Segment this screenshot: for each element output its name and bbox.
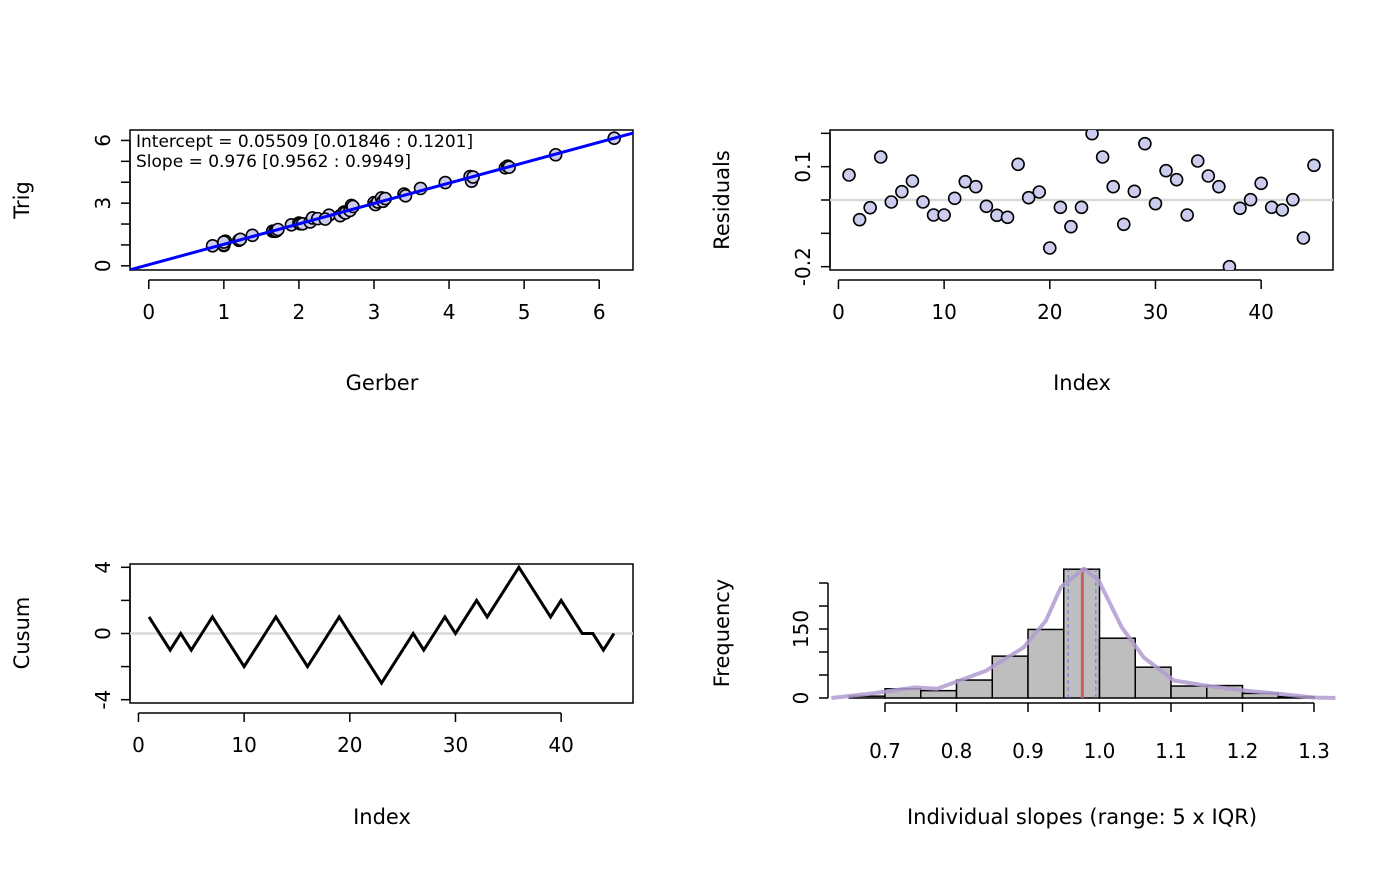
histogram-x-tick-label: 1.1 — [1155, 739, 1187, 763]
residual-point — [1064, 219, 1078, 234]
histogram-bar — [1170, 685, 1208, 699]
residual-point — [1159, 163, 1173, 178]
scatter-x-tick-label: 2 — [293, 300, 306, 324]
scatter-ylabel: Trig — [10, 181, 34, 220]
residual-point — [1254, 176, 1268, 191]
histogram-bar — [991, 655, 1029, 699]
cusum-x-tick-label: 40 — [548, 733, 573, 757]
residual-point — [1021, 190, 1036, 205]
cusum-y-tick-label: 4 — [91, 561, 115, 574]
residual-point — [1074, 200, 1089, 215]
cusum-x-tick-label: 10 — [231, 733, 256, 757]
histogram-y-tick-label: 150 — [789, 610, 813, 648]
residual-point — [852, 212, 867, 227]
cusum-line — [147, 564, 616, 686]
residuals-x-tick-label: 10 — [931, 300, 956, 324]
cusum-x-tick-label: 20 — [337, 733, 362, 757]
residual-point — [1190, 154, 1205, 168]
residual-point — [1095, 150, 1110, 164]
residual-point — [937, 208, 951, 222]
residual-point — [1042, 241, 1057, 255]
scatter-x-tick-label: 4 — [443, 300, 456, 324]
residual-point — [1169, 172, 1184, 187]
residual-point — [1138, 136, 1152, 151]
residual-point — [842, 168, 856, 182]
residual-point — [1011, 157, 1025, 172]
residuals-x-tick-label: 40 — [1248, 300, 1273, 324]
scatter-xlabel: Gerber — [346, 371, 419, 395]
scatter-x-tick-label: 5 — [518, 300, 531, 324]
histogram-x-tick-label: 1.2 — [1227, 739, 1259, 763]
histogram-bar — [920, 689, 958, 699]
residual-point — [969, 179, 983, 194]
residual-point — [1233, 201, 1247, 216]
residuals-x-tick-label: 30 — [1143, 300, 1168, 324]
residual-point — [1032, 185, 1047, 199]
cusum-ylabel: Cusum — [10, 597, 34, 670]
residual-point — [1106, 179, 1121, 194]
residual-point — [1053, 200, 1068, 215]
residuals-ylabel: Residuals — [710, 150, 734, 250]
scatter-x-tick-label: 1 — [217, 300, 230, 324]
residuals-x-tick-label: 0 — [832, 300, 845, 324]
histogram-bar — [1027, 628, 1065, 699]
histogram-x-tick-label: 1.3 — [1298, 739, 1330, 763]
residual-points — [842, 130, 1321, 270]
residuals-y-tick-label: -0.2 — [791, 247, 815, 286]
residual-point — [873, 150, 888, 164]
regression-line — [130, 131, 633, 270]
residual-point — [884, 195, 899, 209]
residual-point — [1180, 208, 1194, 222]
residual-point — [916, 195, 930, 209]
residuals-xlabel: Index — [1053, 371, 1111, 395]
residual-point — [1307, 158, 1321, 173]
residuals-x-tick-label: 20 — [1037, 300, 1062, 324]
residual-point — [1286, 192, 1300, 207]
residual-point — [905, 174, 920, 188]
histogram-x-tick-label: 0.8 — [941, 739, 973, 763]
residual-point — [1296, 231, 1311, 245]
histogram-y-tick-label: 0 — [789, 692, 813, 705]
cusum-x-tick-label: 0 — [132, 733, 145, 757]
density-curve — [831, 566, 1336, 700]
residual-point — [947, 191, 962, 206]
residuals-y-tick-label: 0.1 — [791, 151, 815, 183]
residual-point — [1243, 192, 1258, 207]
residual-point — [1085, 130, 1099, 141]
histogram-x-tick-label: 1.0 — [1084, 739, 1116, 763]
cusum-xlabel: Index — [353, 805, 411, 829]
residual-point — [895, 184, 909, 199]
slope-annotation: Slope = 0.976 [0.9562 : 0.9949] — [136, 152, 411, 172]
residual-point — [1212, 179, 1226, 194]
residual-point — [1116, 217, 1131, 232]
scatter-y-tick-label: 3 — [91, 197, 115, 210]
scatter-x-tick-label: 6 — [593, 300, 606, 324]
residual-point — [979, 199, 994, 214]
scatter-x-tick-label: 0 — [142, 300, 155, 324]
scatter-y-tick-label: 6 — [91, 134, 115, 147]
residual-point — [863, 200, 877, 215]
residual-point — [1000, 210, 1015, 225]
scatter-y-tick-label: 0 — [91, 259, 115, 272]
residual-point — [1201, 169, 1216, 183]
intercept-annotation: Intercept = 0.05509 [0.01846 : 0.1201] — [136, 132, 473, 152]
histogram-ylabel: Frequency — [710, 579, 734, 688]
residual-point — [1127, 184, 1142, 199]
scatter-x-tick-label: 3 — [368, 300, 381, 324]
histogram-x-tick-label: 0.7 — [869, 739, 901, 763]
cusum-x-tick-label: 30 — [443, 733, 468, 757]
residual-point — [1275, 203, 1290, 217]
histogram-xlabel: Individual slopes (range: 5 x IQR) — [907, 805, 1257, 829]
residual-point — [1222, 259, 1237, 270]
histogram-x-tick-label: 0.9 — [1012, 739, 1044, 763]
residual-point — [1148, 196, 1163, 211]
histogram-bar — [1134, 666, 1172, 699]
cusum-y-tick-label: 0 — [91, 627, 115, 640]
cusum-y-tick-label: -4 — [91, 690, 115, 710]
histogram-bar — [1098, 637, 1136, 699]
histogram-bar — [955, 679, 993, 699]
